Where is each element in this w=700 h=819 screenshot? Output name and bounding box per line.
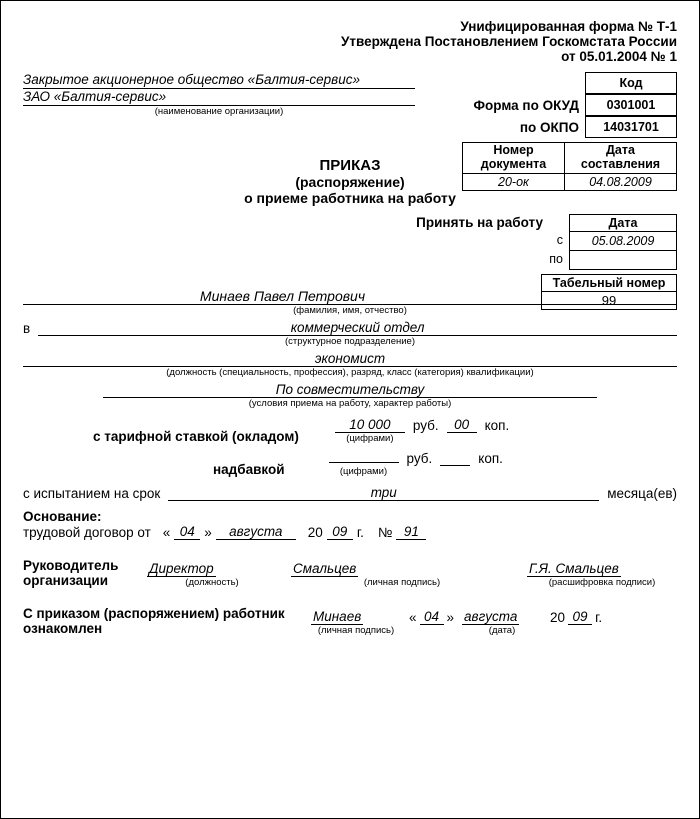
- ack-line2: ознакомлен: [23, 621, 303, 636]
- quote-close-2: »: [447, 610, 455, 625]
- bonus-rub: [329, 448, 399, 463]
- basis-year-unit: г.: [357, 525, 364, 540]
- probation-label: с испытанием на срок: [23, 486, 160, 501]
- form-code-line: Унифицированная форма № Т-1: [23, 19, 677, 34]
- position-value: экономист: [23, 351, 677, 367]
- bonus-label: надбавкой: [213, 462, 285, 477]
- position-hint: (должность (специальность, профессия), р…: [23, 367, 677, 378]
- basis-num-sign: №: [378, 525, 392, 540]
- bonus-hint: (цифрами): [329, 466, 399, 477]
- basis-label: трудовой договор от: [23, 525, 151, 540]
- hire-dates-table: Дата: [569, 214, 677, 232]
- ack-date-hint: (дата): [462, 625, 542, 636]
- okud-value: 0301001: [586, 95, 677, 116]
- probation-value: три: [168, 485, 599, 501]
- quote-open-2: «: [409, 610, 417, 625]
- org-hint: (наименование организации): [23, 106, 415, 117]
- probation-unit: месяца(ев): [607, 486, 677, 501]
- hire-from-label: с: [557, 233, 563, 249]
- dept-hint: (структурное подразделение): [23, 336, 677, 347]
- ack-century: 20: [550, 610, 565, 625]
- hire-date-label: Дата: [570, 214, 677, 231]
- basis-day: 04: [174, 524, 200, 540]
- salary-kop: 00: [447, 417, 477, 433]
- basis-year: 09: [327, 524, 353, 540]
- tabnum-label: Табельный номер: [542, 274, 677, 291]
- sig-position: Директор: [147, 561, 216, 577]
- ack-year: 09: [568, 609, 592, 625]
- org-short-name: ЗАО «Балтия-сервис»: [23, 89, 415, 106]
- approved-line: Утверждена Постановлением Госкомстата Ро…: [23, 34, 677, 49]
- sig-sign-hint: (личная подпись): [291, 577, 513, 588]
- quote-open-1: «: [163, 525, 171, 540]
- ack-line1: С приказом (распоряжением) работник: [23, 606, 303, 621]
- document-page: Унифицированная форма № Т-1 Утверждена П…: [0, 0, 700, 819]
- sig-title1: Руководитель: [23, 558, 133, 573]
- hire-to-value: [570, 250, 677, 269]
- kod-label: Код: [586, 73, 677, 94]
- okud-label: Форма по ОКУД: [427, 98, 585, 113]
- hire-to-label: по: [549, 252, 563, 268]
- docnum-label: Номер документа: [463, 143, 565, 174]
- sig-title2: организации: [23, 573, 133, 588]
- okpo-value: 14031701: [586, 117, 677, 138]
- basis-title: Основание:: [23, 509, 677, 524]
- sig-decoded-hint: (расшифровка подписи): [527, 577, 677, 588]
- basis-num: 91: [396, 524, 426, 540]
- hire-from-value: 05.08.2009: [570, 231, 677, 250]
- salary-rub: 10 000: [335, 417, 405, 433]
- dept-prefix: в: [23, 321, 30, 336]
- bonus-kop: [440, 451, 470, 466]
- bonus-rub-unit: руб.: [407, 451, 433, 466]
- quote-close-1: »: [204, 525, 212, 540]
- rub-unit: руб.: [413, 418, 439, 433]
- tabnum-value: 99: [542, 291, 677, 309]
- salary-hint: (цифрами): [335, 433, 405, 444]
- hire-label: Принять на работу: [416, 215, 543, 230]
- docnum-table: Номер документа Дата составления 20-ок 0…: [462, 142, 677, 191]
- form-header: Унифицированная форма № Т-1 Утверждена П…: [23, 19, 677, 64]
- conditions-hint: (условия приема на работу, характер рабо…: [103, 398, 597, 409]
- sig-position-hint: (должность): [147, 577, 277, 588]
- title-3: о приеме работника на работу: [23, 190, 677, 206]
- docdate-label: Дата составления: [565, 143, 677, 174]
- basis-century: 20: [308, 525, 323, 540]
- ack-sign-hint: (личная подпись): [311, 625, 401, 636]
- ack-day: 04: [420, 609, 444, 625]
- sig-decoded: Г.Я. Смальцев: [527, 561, 621, 577]
- basis-month: августа: [216, 524, 296, 540]
- conditions-value: По совместительству: [103, 382, 597, 398]
- kop-unit: коп.: [485, 418, 510, 433]
- dept-value: коммерческий отдел: [38, 320, 677, 336]
- docdate-value: 04.08.2009: [565, 173, 677, 190]
- header-date-line: от 05.01.2004 № 1: [23, 49, 677, 64]
- okpo-label: по ОКПО: [427, 120, 585, 135]
- tabnum-table: Табельный номер 99: [541, 274, 677, 310]
- codes-table: Код: [585, 72, 677, 94]
- ack-year-unit: г.: [595, 610, 602, 625]
- salary-label: с тарифной ставкой (окладом): [93, 429, 299, 444]
- ack-month: августа: [462, 609, 519, 625]
- ack-sign: Минаев: [311, 609, 363, 625]
- sig-sign: Смальцев: [291, 561, 358, 577]
- docnum-value: 20-ок: [463, 173, 565, 190]
- org-long-name: Закрытое акционерное общество «Балтия-се…: [23, 72, 415, 89]
- bonus-kop-unit: коп.: [478, 451, 503, 466]
